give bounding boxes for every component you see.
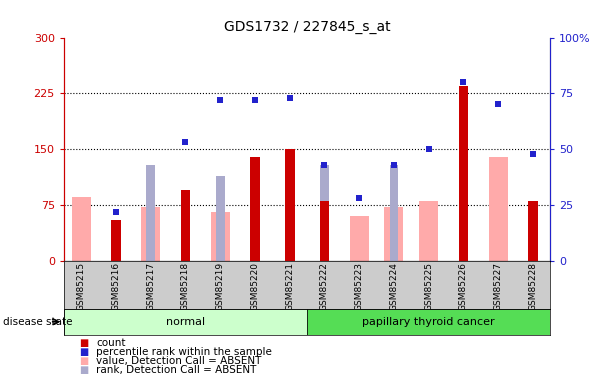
- Text: GSM85222: GSM85222: [320, 262, 329, 311]
- Bar: [285, 149, 294, 261]
- Bar: [210, 212, 230, 261]
- Bar: [489, 156, 508, 261]
- Bar: [64, 309, 307, 334]
- Text: GSM85227: GSM85227: [494, 262, 503, 311]
- Bar: [320, 201, 330, 261]
- Text: rank, Detection Call = ABSENT: rank, Detection Call = ABSENT: [96, 365, 257, 375]
- Text: disease state: disease state: [3, 317, 72, 327]
- Text: GSM85220: GSM85220: [250, 262, 260, 311]
- Bar: [181, 190, 190, 261]
- Bar: [350, 216, 368, 261]
- Text: GSM85215: GSM85215: [77, 262, 86, 311]
- Text: GSM85219: GSM85219: [216, 262, 225, 311]
- Text: value, Detection Call = ABSENT: value, Detection Call = ABSENT: [96, 356, 261, 366]
- Text: ■: ■: [79, 356, 88, 366]
- Bar: [390, 165, 398, 261]
- Bar: [307, 309, 550, 334]
- Title: GDS1732 / 227845_s_at: GDS1732 / 227845_s_at: [224, 20, 390, 34]
- Text: GSM85216: GSM85216: [111, 262, 120, 311]
- Bar: [419, 201, 438, 261]
- Bar: [320, 165, 329, 261]
- Text: percentile rank within the sample: percentile rank within the sample: [96, 347, 272, 357]
- Bar: [458, 86, 468, 261]
- Text: GSM85221: GSM85221: [285, 262, 294, 311]
- Text: GSM85225: GSM85225: [424, 262, 433, 311]
- Text: count: count: [96, 338, 126, 348]
- Text: ■: ■: [79, 347, 88, 357]
- Bar: [216, 176, 224, 261]
- Bar: [250, 156, 260, 261]
- Bar: [528, 201, 537, 261]
- Text: papillary thyroid cancer: papillary thyroid cancer: [362, 317, 495, 327]
- Bar: [72, 197, 91, 261]
- Text: ■: ■: [79, 365, 88, 375]
- Bar: [384, 207, 404, 261]
- Text: normal: normal: [166, 317, 205, 327]
- Text: ■: ■: [79, 338, 88, 348]
- Text: GSM85218: GSM85218: [181, 262, 190, 311]
- Bar: [111, 220, 121, 261]
- Text: GSM85226: GSM85226: [459, 262, 468, 311]
- Bar: [141, 207, 161, 261]
- Text: GSM85217: GSM85217: [146, 262, 155, 311]
- Text: GSM85223: GSM85223: [354, 262, 364, 311]
- Text: GSM85224: GSM85224: [389, 262, 398, 311]
- Text: GSM85228: GSM85228: [528, 262, 537, 311]
- Bar: [147, 165, 155, 261]
